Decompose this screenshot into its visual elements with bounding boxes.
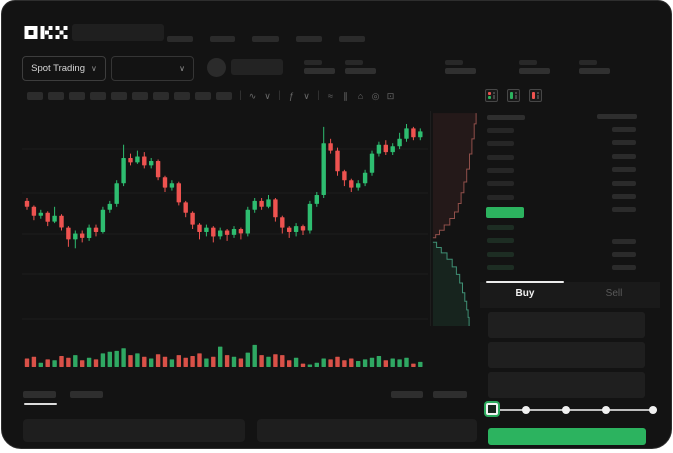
slider-stop[interactable] [522, 406, 530, 414]
compare-icon[interactable]: ∥ [343, 91, 348, 101]
top-nav [167, 29, 382, 47]
timeframe-button[interactable] [90, 92, 106, 100]
ask-row[interactable] [487, 181, 514, 187]
orderbook-size-row[interactable] [612, 167, 636, 173]
orderbook-size-row[interactable] [612, 127, 636, 132]
bottom-link-1[interactable] [391, 391, 423, 398]
nav-item-placeholder[interactable] [339, 36, 365, 42]
wave-icon[interactable]: ≈ [328, 91, 333, 101]
orderbook-size-row[interactable] [612, 180, 636, 186]
coin-avatar [207, 58, 226, 77]
line-style-icon[interactable]: ∿ [248, 91, 257, 101]
price-input[interactable] [488, 312, 645, 338]
ticker-stat [579, 60, 610, 74]
chevron-down-icon: ∨ [179, 63, 185, 73]
timeframe-button[interactable] [216, 92, 232, 100]
nav-item-placeholder[interactable] [252, 36, 279, 42]
timeframe-button[interactable] [153, 92, 169, 100]
bid-row[interactable] [487, 264, 514, 270]
indicators-icon[interactable]: ƒ [288, 91, 294, 101]
bottom-active-tab-indicator [24, 403, 57, 405]
depth-chart[interactable] [430, 111, 478, 326]
okx-logo[interactable] [24, 26, 68, 39]
timeframe-button[interactable] [27, 92, 43, 100]
chevron-down-icon[interactable]: ∨ [264, 91, 271, 101]
orderbook-size-row[interactable] [612, 265, 636, 271]
ticker-stat [304, 60, 335, 74]
timeframe-button[interactable] [69, 92, 85, 100]
ticker-stat [445, 60, 476, 74]
ask-row[interactable] [487, 167, 514, 173]
chart-tools: | ∿ ∨ | ƒ ∨ | ≈ ∥ ⌂ ◎ ⊡ [238, 90, 396, 102]
slider-stop[interactable] [649, 406, 657, 414]
timeframe-button[interactable] [195, 92, 211, 100]
chevron-down-icon: ∨ [91, 63, 97, 73]
nav-item-placeholder[interactable] [296, 36, 322, 42]
chevron-down-icon[interactable]: ∨ [303, 91, 310, 101]
divider: | [239, 90, 242, 101]
amount-slider-track[interactable] [492, 409, 657, 411]
divider: | [317, 90, 320, 101]
divider: | [278, 90, 281, 101]
market-selector-button[interactable]: Spot Trading ∨ [22, 56, 106, 81]
book-bids-icon[interactable] [507, 89, 520, 102]
tab-sell[interactable]: Sell [605, 288, 623, 299]
bid-row[interactable] [487, 238, 514, 244]
slider-stop[interactable] [562, 406, 570, 414]
nav-item-placeholder[interactable] [210, 36, 235, 42]
last-price-highlight[interactable] [486, 207, 524, 218]
bottom-tab-orders[interactable] [23, 391, 56, 398]
book-asks-icon[interactable] [529, 89, 542, 102]
orderbook-size-row[interactable] [612, 252, 636, 258]
book-both-icon[interactable] [485, 89, 498, 102]
active-tab-indicator [486, 281, 564, 283]
fullscreen-icon[interactable]: ⊡ [386, 91, 395, 101]
timeframe-row [27, 92, 232, 100]
order-form-tabs [480, 282, 660, 308]
timeframe-button[interactable] [111, 92, 127, 100]
orderbook-view-toggle [485, 89, 542, 102]
bottom-link-2[interactable] [433, 391, 467, 398]
ask-row[interactable] [487, 194, 514, 200]
ask-row[interactable] [487, 154, 514, 160]
bottom-tab-history[interactable] [70, 391, 103, 398]
orderbook-size-row[interactable] [612, 153, 636, 159]
orders-table-placeholder [23, 419, 245, 442]
ticker-stat [345, 60, 376, 74]
orderbook [480, 109, 660, 281]
orderbook-col-header [597, 114, 637, 119]
orderbook-col-header [487, 115, 525, 120]
pair-name-placeholder [231, 59, 283, 75]
buy-submit-button[interactable] [488, 428, 646, 445]
pair-dropdown[interactable]: ∨ [111, 56, 194, 81]
ticker-stat [519, 60, 550, 74]
timeframe-button[interactable] [48, 92, 64, 100]
orderbook-size-row[interactable] [612, 239, 636, 244]
slider-stop[interactable] [602, 406, 610, 414]
timeframe-button[interactable] [174, 92, 190, 100]
ask-row[interactable] [487, 141, 514, 147]
slider-handle[interactable] [486, 403, 498, 415]
timeframe-button[interactable] [132, 92, 148, 100]
orderbook-size-row[interactable] [612, 140, 636, 146]
tab-buy[interactable]: Buy [515, 288, 535, 299]
orderbook-size-row[interactable] [612, 194, 636, 199]
ask-row[interactable] [487, 128, 514, 133]
orders-table-placeholder [257, 419, 477, 442]
search-placeholder[interactable] [72, 24, 164, 41]
market-selector-label: Spot Trading [31, 63, 85, 74]
orderbook-size-row[interactable] [612, 207, 636, 213]
total-input[interactable] [488, 372, 645, 398]
camera-icon[interactable]: ⌂ [357, 91, 364, 101]
nav-item-placeholder[interactable] [167, 36, 193, 42]
amount-input[interactable] [488, 342, 645, 368]
bid-row[interactable] [487, 251, 514, 257]
bid-row[interactable] [487, 225, 514, 230]
settings-icon[interactable]: ◎ [371, 91, 380, 101]
candlestick-chart[interactable] [18, 109, 430, 377]
